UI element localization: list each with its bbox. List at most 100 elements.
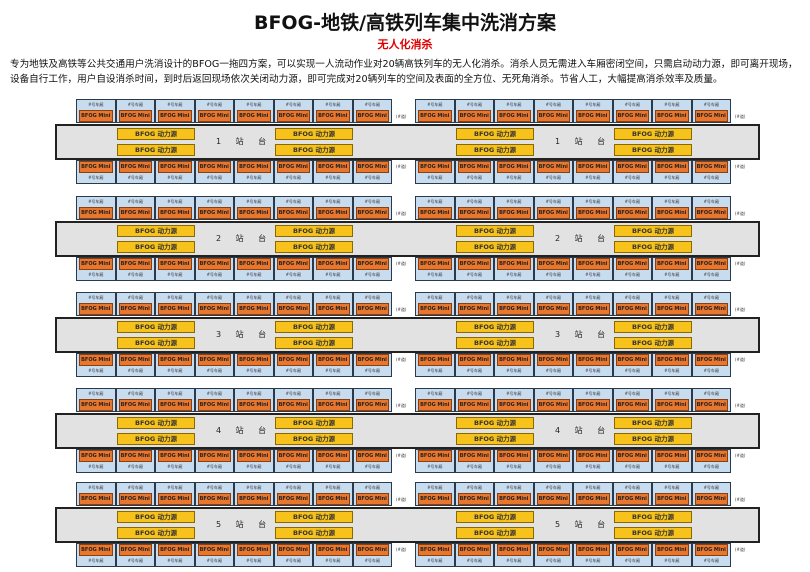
bfog-power-source: BFOG 动力源 [117, 417, 195, 429]
bfog-power-source: BFOG 动力源 [456, 527, 534, 539]
train-car: #号车厢 BFOG Mini [415, 388, 455, 412]
bfog-mini-unit: BFOG Mini [655, 493, 689, 505]
train-car: #号车厢 BFOG Mini [234, 257, 274, 281]
car-label: #号车厢 [246, 368, 262, 373]
train-car: #号车厢 BFOG Mini [612, 160, 652, 184]
train-car: #号车厢 BFOG Mini [273, 99, 313, 123]
car-label: #号车厢 [585, 175, 601, 180]
bfog-mini-unit: BFOG Mini [497, 258, 531, 270]
bfog-mini-unit: BFOG Mini [276, 258, 310, 270]
bfog-mini-unit: BFOG Mini [497, 110, 531, 122]
car-label: #号车厢 [427, 199, 443, 204]
bfog-mini-unit: BFOG Mini [576, 303, 610, 315]
car-label: #号车厢 [545, 558, 561, 563]
bfog-power-source: BFOG 动力源 [614, 527, 692, 539]
bfog-mini-unit: BFOG Mini [197, 493, 231, 505]
bfog-mini-unit: BFOG Mini [355, 207, 389, 219]
bfog-mini-unit: BFOG Mini [418, 303, 452, 315]
car-label: #号车厢 [364, 464, 380, 469]
bfog-mini-unit: BFOG Mini [536, 450, 570, 462]
track-label: (#道) [735, 453, 746, 458]
bfog-mini-unit: BFOG Mini [197, 110, 231, 122]
bfog-mini-unit: BFOG Mini [118, 161, 152, 173]
train-car: #号车厢 BFOG Mini [454, 449, 494, 473]
bfog-mini-unit: BFOG Mini [197, 161, 231, 173]
car-label: #号车厢 [88, 464, 104, 469]
train-car: #号车厢 BFOG Mini [234, 449, 274, 473]
train-car: #号车厢 BFOG Mini [76, 353, 116, 377]
bfog-mini-unit: BFOG Mini [158, 303, 192, 315]
bfog-power-source: BFOG 动力源 [456, 337, 534, 349]
car-label: #号车厢 [88, 102, 104, 107]
train-car: #号车厢 BFOG Mini [115, 353, 155, 377]
bfog-power-source: BFOG 动力源 [614, 241, 692, 253]
car-label: #号车厢 [285, 368, 301, 373]
bfog-mini-unit: BFOG Mini [576, 110, 610, 122]
car-label: #号车厢 [624, 272, 640, 277]
bfog-mini-unit: BFOG Mini [276, 110, 310, 122]
bfog-mini-unit: BFOG Mini [158, 207, 192, 219]
car-label: #号车厢 [325, 102, 341, 107]
train-car: #号车厢 BFOG Mini [454, 353, 494, 377]
bfog-mini-unit: BFOG Mini [355, 258, 389, 270]
train-car: #号车厢 BFOG Mini [352, 292, 392, 316]
train-car: #号车厢 BFOG Mini [234, 482, 274, 506]
train-car: #号车厢 BFOG Mini [76, 449, 116, 473]
bfog-mini-unit: BFOG Mini [418, 354, 452, 366]
car-label: #号车厢 [127, 102, 143, 107]
train-car: #号车厢 BFOG Mini [194, 292, 234, 316]
bfog-mini-unit: BFOG Mini [79, 258, 113, 270]
bfog-mini-unit: BFOG Mini [615, 207, 649, 219]
bfog-mini-unit: BFOG Mini [79, 354, 113, 366]
train-car: #号车厢 BFOG Mini [155, 353, 195, 377]
train-car: #号车厢 BFOG Mini [194, 353, 234, 377]
car-label: #号车厢 [88, 272, 104, 277]
car-label: #号车厢 [506, 485, 522, 490]
bfog-mini-unit: BFOG Mini [237, 399, 271, 411]
train-car: #号车厢 BFOG Mini [273, 160, 313, 184]
car-label: #号车厢 [466, 485, 482, 490]
bfog-mini-unit: BFOG Mini [355, 450, 389, 462]
car-label: #号车厢 [466, 464, 482, 469]
car-label: #号车厢 [88, 558, 104, 563]
platform-name: 2 站 台 [555, 234, 612, 243]
train-car: #号车厢 BFOG Mini [155, 482, 195, 506]
car-label: #号车厢 [325, 272, 341, 277]
train-car: #号车厢 BFOG Mini [313, 353, 353, 377]
bfog-mini-unit: BFOG Mini [79, 399, 113, 411]
train-car: #号车厢 BFOG Mini [115, 449, 155, 473]
car-label: #号车厢 [703, 199, 719, 204]
track-label: (#道) [396, 164, 407, 169]
train-car: #号车厢 BFOG Mini [612, 543, 652, 567]
train-car: #号车厢 BFOG Mini [652, 99, 692, 123]
bfog-mini-unit: BFOG Mini [457, 450, 491, 462]
train-car: #号车厢 BFOG Mini [652, 449, 692, 473]
platform-name: 1 站 台 [555, 137, 612, 146]
bfog-power-source: BFOG 动力源 [117, 527, 195, 539]
bfog-power-source: BFOG 动力源 [117, 337, 195, 349]
train-car: #号车厢 BFOG Mini [234, 99, 274, 123]
car-label: #号车厢 [664, 295, 680, 300]
bfog-power-source: BFOG 动力源 [275, 433, 353, 445]
car-label: #号车厢 [206, 368, 222, 373]
car-label: #号车厢 [364, 485, 380, 490]
train-car: #号车厢 BFOG Mini [494, 449, 534, 473]
car-label: #号车厢 [545, 295, 561, 300]
bfog-mini-unit: BFOG Mini [118, 354, 152, 366]
car-label: #号车厢 [624, 464, 640, 469]
train-car: #号车厢 BFOG Mini [454, 99, 494, 123]
train-car: #号车厢 BFOG Mini [234, 196, 274, 220]
train-car: #号车厢 BFOG Mini [652, 388, 692, 412]
bfog-mini-unit: BFOG Mini [316, 161, 350, 173]
track-label: (#道) [396, 307, 407, 312]
platform-block: #号车厢 BFOG Mini #号车厢 BFOG Mini #号车厢 BFOG Mini #… [0, 292, 810, 378]
car-label: #号车厢 [624, 391, 640, 396]
car-label: #号车厢 [427, 485, 443, 490]
bfog-mini-unit: BFOG Mini [276, 207, 310, 219]
train-car: #号车厢 BFOG Mini [234, 543, 274, 567]
bfog-power-source: BFOG 动力源 [456, 144, 534, 156]
bfog-mini-unit: BFOG Mini [694, 110, 728, 122]
bfog-mini-unit: BFOG Mini [118, 258, 152, 270]
bfog-power-source: BFOG 动力源 [275, 337, 353, 349]
bfog-mini-unit: BFOG Mini [536, 493, 570, 505]
